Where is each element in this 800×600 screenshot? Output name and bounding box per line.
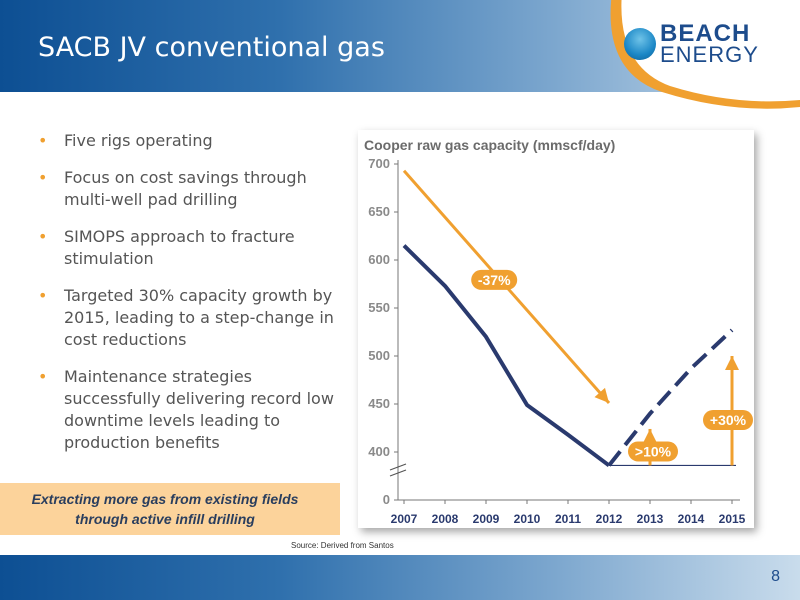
gas-capacity-chart: Cooper raw gas capacity (mmscf/day) 0 400… [364, 137, 753, 526]
bullet-icon: • [38, 168, 48, 187]
x-tick-label: 2010 [514, 512, 541, 526]
y-tick-label: 0 [383, 492, 390, 507]
growth-annotation-2-label: +30% [710, 412, 747, 428]
y-tick-label: 400 [368, 444, 390, 459]
source-note: Source: Derived from Santos [291, 541, 394, 550]
logo-globe-icon [624, 28, 656, 60]
growth-annotation-1-label: >10% [635, 443, 672, 459]
bullet-item: • Maintenance strategies successfully del… [38, 367, 334, 452]
y-tick-label: 450 [368, 396, 390, 411]
series-line-1 [607, 328, 734, 467]
y-tick-label: 500 [368, 348, 390, 363]
axis-break-mark [389, 469, 407, 477]
logo-backdrop [610, 0, 800, 109]
x-tick-label: 2009 [473, 512, 500, 526]
callout-text: Extracting more gas from existing fields… [31, 491, 299, 527]
beach-energy-logo: BEACH ENERGY [616, 18, 759, 67]
bullet-item: • Focus on cost savings through multi-wel… [38, 168, 307, 209]
y-tick-label: 650 [368, 204, 390, 219]
x-tick-label: 2007 [391, 512, 418, 526]
chart-title: Cooper raw gas capacity (mmscf/day) [364, 137, 615, 153]
decline-annotation-label: -37% [478, 272, 511, 288]
growth-annotation-2-pill [703, 410, 753, 430]
y-tick-label: 700 [368, 156, 390, 171]
x-tick-label: 2012 [596, 512, 623, 526]
chart-frame [358, 130, 754, 528]
y-tick-label: 600 [368, 252, 390, 267]
bullet-icon: • [38, 227, 48, 246]
bullet-item: • Five rigs operating [38, 131, 213, 150]
decline-arrow-head [594, 387, 609, 404]
x-tick-label: 2011 [555, 512, 581, 526]
bullet-icon: • [38, 131, 48, 150]
x-tick-label: 2013 [637, 512, 664, 526]
bullet-icon: • [38, 286, 48, 305]
x-tick-label: 2015 [719, 512, 746, 526]
page-title: SACB JV conventional gas [38, 32, 385, 63]
axis-break-mark [389, 463, 407, 471]
growth-arrow-1-head [643, 428, 657, 443]
y-tick-label: 550 [368, 300, 390, 315]
bullet-item: • Targeted 30% capacity growth by 2015, l… [38, 286, 334, 349]
x-tick-label: 2014 [678, 512, 705, 526]
bullet-item: • SIMOPS approach to fracture stimulation [38, 227, 295, 268]
growth-annotation-1-pill [628, 441, 678, 462]
page-number: 8 [771, 568, 780, 585]
footer-bar [0, 555, 800, 600]
bullet-icon: • [38, 367, 48, 386]
logo-text-energy: ENERGY [660, 42, 759, 67]
series-line-0 [402, 244, 611, 468]
callout-box: Extracting more gas from existing fields… [0, 483, 340, 535]
decline-annotation-pill [471, 269, 518, 290]
growth-arrow-2-head [725, 356, 739, 370]
logo-text-beach: BEACH [660, 20, 751, 47]
x-tick-label: 2008 [432, 512, 459, 526]
bullet-list: • Five rigs operating • Focus on cost savi… [34, 130, 334, 469]
